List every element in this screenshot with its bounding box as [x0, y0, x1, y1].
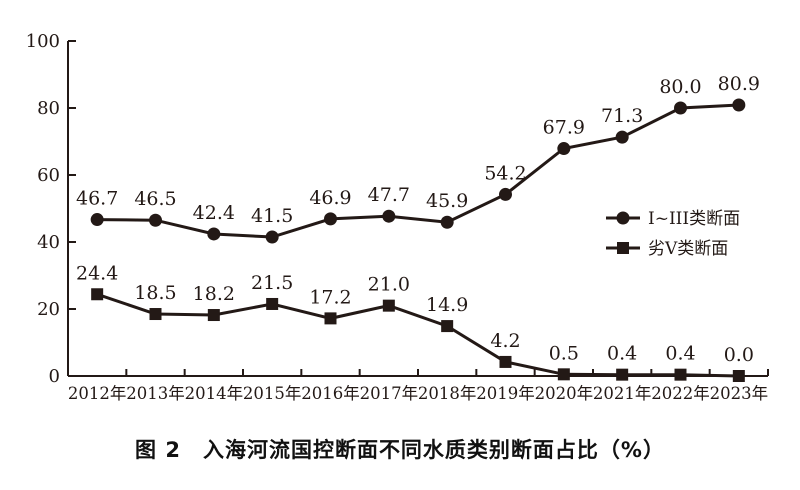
y-axis-tick-label: 100 [26, 31, 60, 52]
x-axis-tick-label: 2012年 [68, 384, 127, 403]
chart-title: 图 2 入海河流国控断面不同水质类别断面占比（%） [135, 438, 665, 462]
data-point-marker-square [266, 297, 279, 310]
data-point-marker-circle [265, 230, 279, 244]
data-point-marker-circle [557, 142, 571, 156]
data-point-label: 46.9 [309, 187, 351, 209]
data-point-marker-square [674, 368, 687, 381]
data-point-label: 21.0 [368, 274, 410, 296]
x-axis-tick-label: 2022年 [651, 384, 710, 403]
data-point-marker-square [499, 355, 512, 368]
data-point-label: 14.9 [426, 294, 468, 316]
data-point-label: 41.5 [251, 205, 293, 227]
x-axis-tick-label: 2020年 [535, 384, 594, 403]
y-axis-tick-label: 60 [37, 165, 60, 186]
data-point-marker-circle [499, 187, 512, 201]
x-axis-tick-label: 2014年 [185, 384, 244, 403]
x-axis-tick-label: 2013年 [126, 384, 185, 403]
data-point-marker-square [557, 368, 570, 381]
legend-label: 劣V类断面 [648, 239, 728, 259]
data-point-label: 80.0 [659, 76, 701, 98]
x-axis-tick-label: 2019年 [476, 384, 535, 403]
data-point-label: 45.9 [426, 190, 468, 212]
data-point-marker-square [207, 309, 220, 322]
data-point-marker-square [382, 299, 395, 312]
data-point-marker-circle [382, 209, 396, 223]
data-point-marker-square [616, 368, 629, 381]
data-point-label: 17.2 [309, 286, 351, 308]
data-point-label: 0.4 [665, 343, 695, 365]
y-axis-tick-label: 0 [49, 366, 60, 387]
data-point-label: 0.4 [607, 343, 637, 365]
data-point-marker-circle [674, 101, 687, 115]
data-point-label: 4.2 [490, 330, 520, 352]
data-point-marker-square [324, 312, 337, 325]
series-line-square [96, 292, 739, 378]
data-point-label: 0.0 [724, 344, 754, 366]
data-point-label: 80.9 [718, 73, 760, 95]
x-axis-tick-label: 2016年 [301, 384, 360, 403]
series-line-circle [97, 103, 739, 239]
data-point-marker-circle [324, 212, 337, 226]
legend-label: I~III类断面 [648, 209, 740, 229]
x-axis-tick-label: 2021年 [593, 384, 652, 403]
data-point-label: 42.4 [193, 202, 235, 224]
data-point-label: 18.2 [193, 283, 235, 305]
data-point-label: 47.7 [368, 184, 410, 206]
data-point-marker-square [732, 370, 745, 382]
data-point-marker-square [91, 288, 104, 301]
data-point-marker-circle [440, 215, 454, 229]
data-point-label: 21.5 [251, 272, 293, 294]
x-axis-tick-label: 2023年 [710, 384, 769, 403]
legend-item: I~III类断面 [606, 209, 740, 229]
data-point-label: 46.7 [76, 188, 118, 210]
y-axis-tick-label: 20 [37, 299, 60, 320]
legend-circle-icon [616, 211, 630, 225]
data-point-marker-circle [732, 98, 746, 112]
data-point-marker-circle [90, 213, 104, 227]
data-point-label: 18.5 [134, 282, 176, 304]
y-axis-tick-label: 80 [37, 98, 60, 119]
data-point-label: 46.5 [134, 188, 176, 210]
legend-square-icon [617, 242, 629, 254]
x-axis-tick-label: 2017年 [360, 384, 419, 403]
data-point-marker-square [149, 308, 162, 321]
data-point-label: 0.5 [549, 342, 579, 364]
data-point-marker-square [441, 320, 454, 333]
data-point-label: 54.2 [484, 162, 526, 184]
x-axis-tick-label: 2015年 [243, 384, 302, 403]
data-point-marker-circle [207, 227, 221, 241]
legend-item: 劣V类断面 [606, 239, 728, 259]
data-point-label: 71.3 [601, 105, 643, 127]
data-point-label: 67.9 [543, 117, 585, 139]
x-axis-tick-label: 2018年 [418, 384, 477, 403]
data-point-marker-circle [149, 213, 162, 227]
y-axis-tick-label: 40 [37, 232, 60, 253]
data-point-marker-circle [615, 130, 629, 144]
data-point-label: 24.4 [76, 262, 118, 284]
